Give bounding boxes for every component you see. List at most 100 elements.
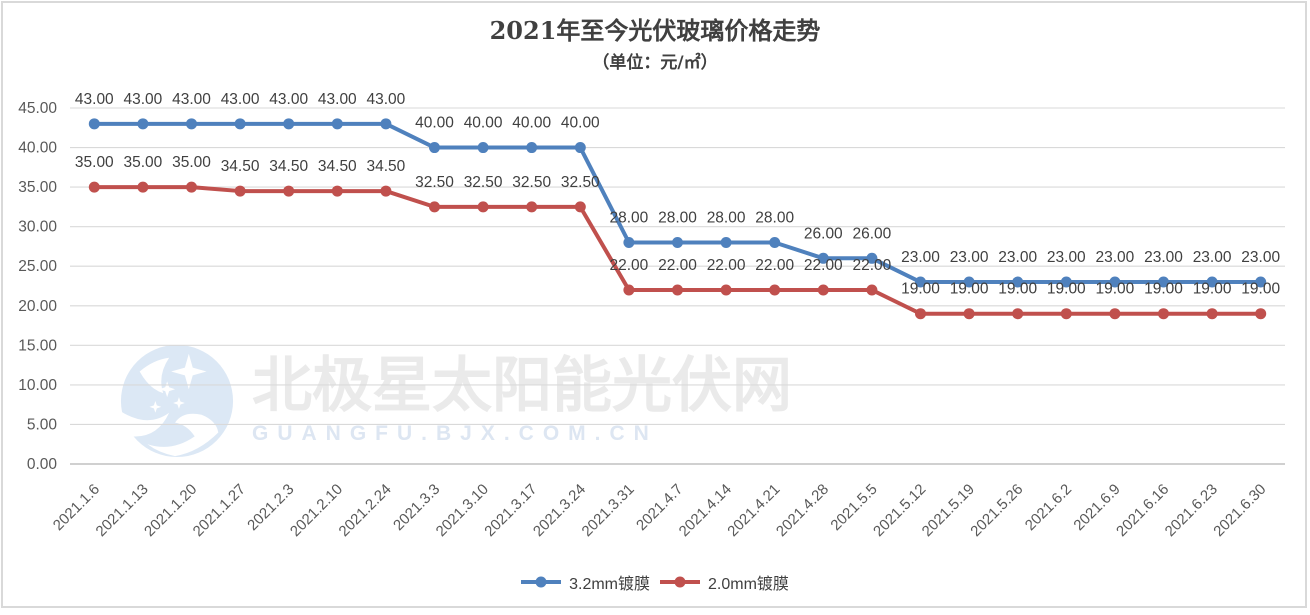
data-label: 19.00	[998, 281, 1037, 298]
data-point	[234, 118, 246, 130]
legend-marker-red-icon	[660, 576, 700, 588]
data-label: 43.00	[269, 91, 308, 108]
data-point	[1012, 276, 1024, 288]
data-label: 32.50	[464, 174, 503, 191]
y-axis-label: 15.00	[18, 337, 57, 354]
data-point	[331, 118, 343, 130]
data-label: 19.00	[901, 281, 940, 298]
data-point	[915, 308, 926, 320]
y-axis-label: 20.00	[18, 298, 57, 315]
data-label: 23.00	[1047, 249, 1086, 266]
data-label: 43.00	[367, 91, 406, 108]
data-label: 19.00	[1047, 281, 1086, 298]
data-label: 19.00	[950, 281, 989, 298]
legend-marker-blue-icon	[521, 576, 562, 588]
chart-header: 2021年至今光伏玻璃价格走势 （单位：元/㎡）	[0, 16, 1310, 74]
y-axis-label: 30.00	[18, 219, 57, 236]
x-axis-label: 2021.5.19	[919, 481, 978, 540]
chart-subtitle: （单位：元/㎡）	[592, 53, 718, 74]
data-point	[283, 118, 295, 130]
data-label: 22.00	[658, 257, 697, 274]
data-label: 35.00	[172, 154, 211, 171]
data-label: 23.00	[1241, 249, 1280, 266]
data-label: 26.00	[853, 225, 892, 242]
data-point	[1109, 308, 1121, 320]
data-point	[526, 201, 538, 213]
data-point	[817, 252, 829, 264]
data-point	[380, 185, 392, 197]
x-axis-label: 2021.4.21	[724, 481, 783, 540]
data-label: 34.50	[269, 158, 308, 175]
data-point	[672, 236, 683, 248]
y-axis-label: 5.00	[27, 416, 58, 433]
data-label: 23.00	[1193, 249, 1232, 266]
x-axis-label: 2021.6.30	[1210, 481, 1269, 540]
x-axis-label: 2021.5.26	[967, 481, 1026, 540]
data-point	[672, 284, 683, 296]
data-label: 23.00	[950, 249, 989, 266]
x-axis-label: 2021.2.10	[287, 481, 346, 540]
x-axis-label: 2021.6.2	[1022, 481, 1075, 534]
data-label: 34.50	[367, 158, 406, 175]
y-axis-label: 0.00	[27, 456, 58, 473]
data-label: 22.00	[804, 257, 843, 274]
data-label: 40.00	[415, 115, 454, 132]
data-label: 35.00	[75, 154, 114, 171]
data-point	[380, 118, 392, 130]
data-point	[477, 201, 489, 213]
x-axis-label: 2021.3.24	[530, 481, 589, 540]
data-label: 22.00	[755, 257, 794, 274]
data-label: 22.00	[853, 257, 892, 274]
data-label: 28.00	[755, 209, 794, 226]
data-label: 34.50	[318, 158, 357, 175]
data-point	[574, 201, 586, 213]
x-axis-label: 2021.1.27	[190, 481, 249, 540]
data-point	[623, 236, 635, 248]
x-axis-label: 2021.5.12	[870, 481, 929, 540]
data-point	[1060, 308, 1072, 320]
y-axis-label: 45.00	[18, 100, 57, 117]
x-axis-label: 2021.3.31	[579, 481, 638, 540]
chart-title: 2021年至今光伏玻璃价格走势	[489, 16, 821, 45]
data-label: 35.00	[124, 154, 163, 171]
x-axis-label: 2021.1.13	[93, 481, 152, 540]
data-point	[186, 181, 197, 193]
data-label: 40.00	[561, 115, 600, 132]
data-point	[623, 284, 635, 296]
data-point	[1158, 308, 1169, 320]
data-label: 43.00	[318, 91, 357, 108]
data-label: 19.00	[1144, 281, 1183, 298]
data-label: 22.00	[610, 257, 649, 274]
data-point	[1012, 308, 1024, 320]
data-label: 40.00	[464, 115, 503, 132]
y-axis-label: 10.00	[18, 377, 57, 394]
x-axis-label: 2021.2.24	[336, 481, 395, 540]
data-label: 43.00	[124, 91, 163, 108]
data-point	[186, 118, 197, 130]
data-point	[137, 181, 149, 193]
data-label: 43.00	[221, 91, 260, 108]
x-axis-label: 2021.3.17	[481, 481, 540, 540]
data-point	[283, 185, 295, 197]
data-label: 28.00	[707, 209, 746, 226]
data-point	[1206, 276, 1218, 288]
data-label: 22.00	[707, 257, 746, 274]
legend-label: 3.2mm镀膜	[569, 576, 650, 593]
data-point	[1158, 276, 1169, 288]
data-point	[866, 252, 878, 264]
data-point	[137, 118, 149, 130]
data-label: 23.00	[1144, 249, 1183, 266]
data-label: 26.00	[804, 225, 843, 242]
data-label: 40.00	[512, 115, 551, 132]
data-label: 32.50	[561, 174, 600, 191]
legend-label: 2.0mm镀膜	[708, 576, 789, 593]
legend-item-3-2mm: 3.2mm镀膜	[521, 570, 650, 594]
data-point	[1060, 276, 1072, 288]
data-point	[769, 284, 781, 296]
data-point	[1206, 308, 1218, 320]
data-label: 43.00	[75, 91, 114, 108]
data-label: 19.00	[1241, 281, 1280, 298]
x-axis-label: 2021.6.23	[1162, 481, 1221, 540]
data-label: 34.50	[221, 158, 260, 175]
data-label: 23.00	[901, 249, 940, 266]
